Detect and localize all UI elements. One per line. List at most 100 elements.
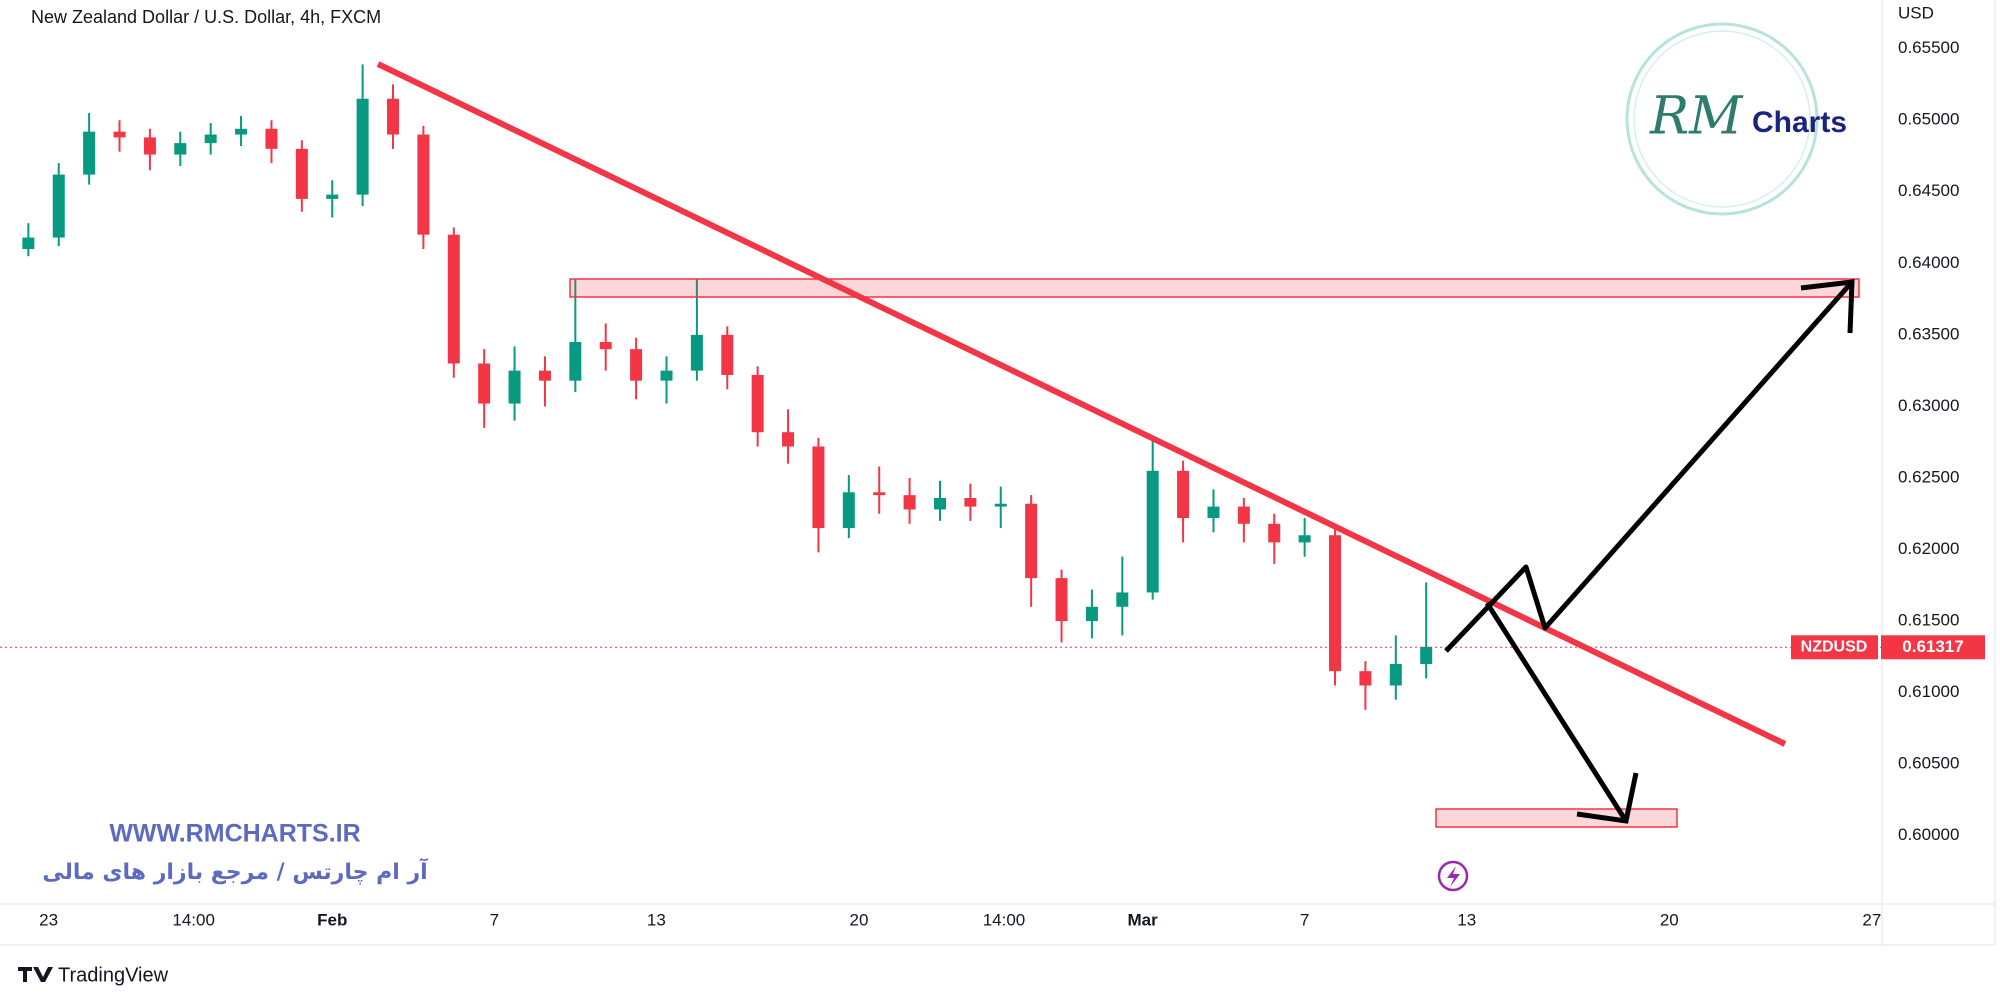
candle-body bbox=[538, 370, 551, 381]
symbol-label-box bbox=[1791, 635, 1878, 660]
candle-body bbox=[1298, 535, 1311, 543]
x-tick-label: 20 bbox=[1660, 910, 1679, 929]
candle-body bbox=[690, 334, 703, 371]
candle-body bbox=[235, 128, 248, 135]
x-tick-label: 13 bbox=[1457, 910, 1476, 929]
y-tick-label: 0.64500 bbox=[1898, 181, 1959, 200]
candle-body bbox=[478, 363, 491, 404]
plot-area bbox=[0, 64, 1882, 710]
candle-body bbox=[1389, 664, 1402, 686]
y-tick-label: 0.62000 bbox=[1898, 539, 1959, 558]
candle-body bbox=[295, 148, 308, 199]
event-icon[interactable] bbox=[1437, 860, 1469, 892]
currency-label: USD bbox=[1898, 3, 1934, 22]
footer-brand: TradingView bbox=[58, 964, 169, 986]
y-tick-label: 0.65500 bbox=[1898, 38, 1959, 57]
y-tick-label: 0.61000 bbox=[1898, 682, 1959, 701]
x-tick-label: Mar bbox=[1127, 910, 1158, 929]
candle-body bbox=[204, 134, 217, 144]
x-tick-label: 20 bbox=[849, 910, 868, 929]
watermark-tagline: آر ام چارتس / مرجع بازار های مالی bbox=[42, 857, 428, 885]
candle-body bbox=[1268, 523, 1281, 543]
candle-body bbox=[873, 492, 886, 496]
candle-body bbox=[1329, 535, 1342, 672]
candle-body bbox=[1146, 470, 1159, 593]
watermark: RM Charts WWW.RMCHARTS.IR آر ام چارتس / … bbox=[42, 22, 1847, 885]
arrow-head bbox=[1576, 772, 1639, 824]
tradingview-logo: TradingView bbox=[18, 964, 169, 986]
candle-body bbox=[326, 194, 339, 199]
y-tick-label: 0.65000 bbox=[1898, 110, 1959, 129]
candle-body bbox=[1420, 646, 1433, 665]
event-icon-bolt bbox=[1447, 866, 1460, 887]
y-tick-label: 0.63000 bbox=[1898, 396, 1959, 415]
arrow-head bbox=[1800, 279, 1855, 334]
x-tick-label: 14:00 bbox=[172, 910, 215, 929]
y-tick-label: 0.61500 bbox=[1898, 611, 1959, 630]
bullish-path-arrow bbox=[1444, 280, 1854, 653]
target-zone bbox=[1435, 808, 1678, 828]
candle-body bbox=[812, 446, 825, 529]
logo-text: RM bbox=[1649, 87, 1744, 147]
candle-body bbox=[508, 370, 521, 404]
candle-body bbox=[1237, 506, 1250, 524]
x-tick-label: 23 bbox=[39, 910, 58, 929]
candle-body bbox=[83, 131, 96, 175]
candle-body bbox=[1025, 503, 1038, 579]
candle-body bbox=[1207, 506, 1220, 519]
candle-body bbox=[1085, 606, 1098, 622]
candle-body bbox=[174, 143, 187, 155]
candle-body bbox=[721, 334, 734, 375]
bearish-path-arrow bbox=[1484, 601, 1629, 823]
last-price-label: 0.61317 bbox=[1902, 637, 1963, 656]
candle-body bbox=[599, 342, 612, 350]
x-tick-label: Feb bbox=[317, 910, 347, 929]
candle-body bbox=[1116, 592, 1129, 607]
candle-body bbox=[933, 498, 946, 510]
drawings bbox=[376, 61, 1860, 892]
x-tick-label: 14:00 bbox=[983, 910, 1026, 929]
x-tick-label: 13 bbox=[647, 910, 666, 929]
symbol-label: NZDUSD bbox=[1801, 638, 1868, 655]
candle-body bbox=[265, 128, 278, 149]
y-tick-label: 0.63500 bbox=[1898, 324, 1959, 343]
y-tick-label: 0.62500 bbox=[1898, 467, 1959, 486]
y-tick-label: 0.60000 bbox=[1898, 825, 1959, 844]
candle-body bbox=[782, 432, 795, 447]
x-tick-label: 7 bbox=[1300, 910, 1309, 929]
candle-body bbox=[842, 492, 855, 529]
candle-body bbox=[660, 370, 673, 381]
candle-body bbox=[52, 174, 65, 238]
candle-body bbox=[964, 498, 977, 507]
logo-ring bbox=[1633, 30, 1811, 208]
logo-ring bbox=[1625, 22, 1819, 216]
last-price-box bbox=[1881, 635, 1985, 660]
candle-body bbox=[356, 98, 369, 195]
candle-body bbox=[387, 98, 400, 135]
candle-body bbox=[447, 234, 460, 364]
candle-body bbox=[113, 131, 126, 138]
trend-line bbox=[376, 61, 1787, 747]
candle-body bbox=[417, 134, 430, 235]
candle-body bbox=[569, 342, 582, 381]
candle-body bbox=[630, 349, 643, 381]
watermark-url: WWW.RMCHARTS.IR bbox=[109, 820, 360, 848]
y-tick-label: 0.60500 bbox=[1898, 754, 1959, 773]
logo-mark bbox=[18, 967, 53, 982]
chart-title: New Zealand Dollar / U.S. Dollar, 4h, FX… bbox=[31, 7, 381, 27]
candle-body bbox=[1177, 470, 1190, 519]
y-tick-label: 0.64000 bbox=[1898, 253, 1959, 272]
candle-body bbox=[751, 374, 764, 433]
candle-body bbox=[994, 503, 1007, 507]
candle-body bbox=[22, 237, 35, 250]
x-tick-label: 7 bbox=[490, 910, 499, 929]
candle-body bbox=[1359, 671, 1372, 686]
x-tick-label: 27 bbox=[1862, 910, 1881, 929]
candle-body bbox=[1055, 578, 1068, 622]
resistance-zone bbox=[569, 278, 1860, 298]
candle-body bbox=[903, 495, 916, 510]
logo-text: Charts bbox=[1752, 106, 1847, 139]
candle-body bbox=[143, 137, 156, 155]
